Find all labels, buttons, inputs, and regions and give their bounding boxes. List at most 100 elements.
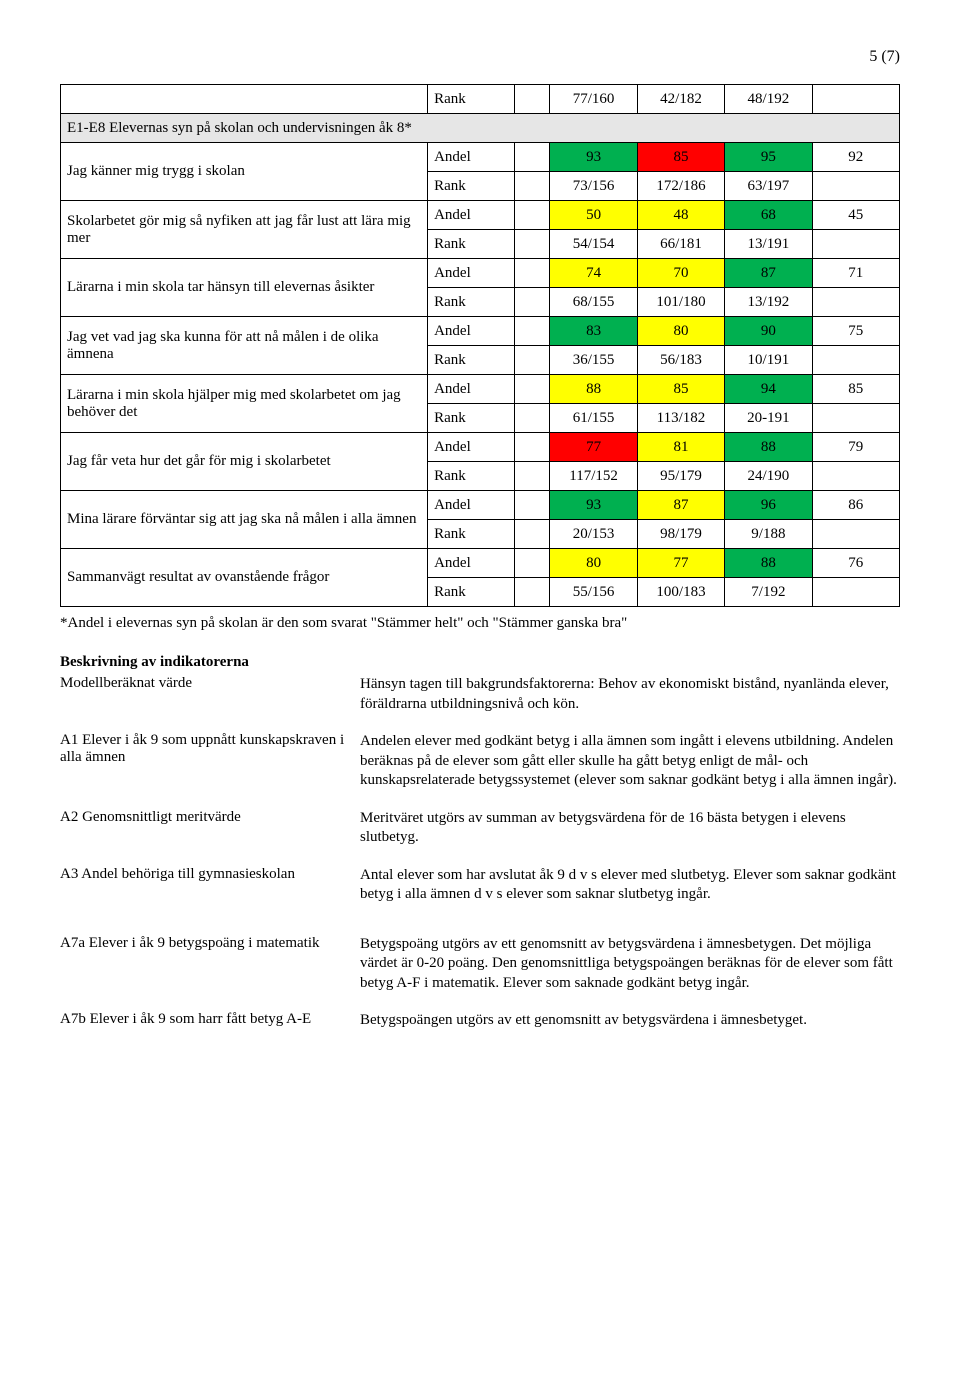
description-term: Modellberäknat värde bbox=[60, 675, 350, 692]
metric-andel: Andel bbox=[428, 143, 515, 172]
metric-andel: Andel bbox=[428, 491, 515, 520]
rank-cell: 20/153 bbox=[550, 520, 637, 549]
metric-andel: Andel bbox=[428, 317, 515, 346]
description-term: A1 Elever i åk 9 som uppnått kunskapskra… bbox=[60, 732, 350, 766]
metric-rank: Rank bbox=[428, 172, 515, 201]
rank-cell: 66/181 bbox=[637, 230, 724, 259]
metric-andel: Andel bbox=[428, 375, 515, 404]
row-label: Jag vet vad jag ska kunna för att nå mål… bbox=[61, 317, 428, 375]
andel-cell: 71 bbox=[812, 259, 899, 288]
metric-rank: Rank bbox=[428, 230, 515, 259]
andel-cell: 90 bbox=[725, 317, 812, 346]
table-row: Skolarbetet gör mig så nyfiken att jag f… bbox=[61, 201, 900, 230]
row-label: Jag känner mig trygg i skolan bbox=[61, 143, 428, 201]
indicator-table: Rank77/16042/18248/192E1-E8 Elevernas sy… bbox=[60, 84, 900, 607]
metric-rank: Rank bbox=[428, 462, 515, 491]
andel-cell: 87 bbox=[637, 491, 724, 520]
rank-cell bbox=[812, 172, 899, 201]
description-definition: Betygspoäng utgörs av ett genomsnitt av … bbox=[360, 935, 900, 994]
table-row: Jag känner mig trygg i skolanAndel938595… bbox=[61, 143, 900, 172]
rank-cell: 117/152 bbox=[550, 462, 637, 491]
row-label: Lärarna i min skola tar hänsyn till elev… bbox=[61, 259, 428, 317]
rank-cell bbox=[812, 578, 899, 607]
andel-cell: 79 bbox=[812, 433, 899, 462]
andel-cell: 86 bbox=[812, 491, 899, 520]
rank-cell bbox=[812, 462, 899, 491]
table-row: Jag vet vad jag ska kunna för att nå mål… bbox=[61, 317, 900, 346]
andel-cell: 88 bbox=[550, 375, 637, 404]
row-label: Jag får veta hur det går för mig i skola… bbox=[61, 433, 428, 491]
andel-cell: 83 bbox=[550, 317, 637, 346]
description-definition: Betygspoängen utgörs av ett genomsnitt a… bbox=[360, 1011, 900, 1031]
description-term: A2 Genomsnittligt meritvärde bbox=[60, 809, 350, 826]
rank-cell: 36/155 bbox=[550, 346, 637, 375]
section-row: E1-E8 Elevernas syn på skolan och underv… bbox=[61, 114, 900, 143]
row-label: Sammanvägt resultat av ovanstående frågo… bbox=[61, 549, 428, 607]
description-definition: Hänsyn tagen till bakgrundsfaktorerna: B… bbox=[360, 675, 900, 714]
table-row: Lärarna i min skola hjälper mig med skol… bbox=[61, 375, 900, 404]
metric-rank: Rank bbox=[428, 85, 515, 114]
table-row: Mina lärare förväntar sig att jag ska nå… bbox=[61, 491, 900, 520]
rank-cell: 55/156 bbox=[550, 578, 637, 607]
rank-cell: 63/197 bbox=[725, 172, 812, 201]
description-definition: Meritväret utgörs av summan av betygsvär… bbox=[360, 809, 900, 848]
metric-rank: Rank bbox=[428, 288, 515, 317]
row-label: Mina lärare förväntar sig att jag ska nå… bbox=[61, 491, 428, 549]
rank-cell: 24/190 bbox=[725, 462, 812, 491]
metric-rank: Rank bbox=[428, 404, 515, 433]
descriptions-list: Modellberäknat värde Hänsyn tagen till ba… bbox=[60, 675, 900, 1031]
description-item: A7a Elever i åk 9 betygspoäng i matemati… bbox=[60, 935, 900, 994]
description-term: A7b Elever i åk 9 som harr fått betyg A-… bbox=[60, 1011, 350, 1028]
description-item: A1 Elever i åk 9 som uppnått kunskapskra… bbox=[60, 732, 900, 791]
rank-cell: 113/182 bbox=[637, 404, 724, 433]
andel-cell: 80 bbox=[550, 549, 637, 578]
row-label: Lärarna i min skola hjälper mig med skol… bbox=[61, 375, 428, 433]
metric-andel: Andel bbox=[428, 549, 515, 578]
descriptions-heading: Beskrivning av indikatorerna bbox=[60, 654, 900, 671]
rank-cell: 68/155 bbox=[550, 288, 637, 317]
rank-cell: 7/192 bbox=[725, 578, 812, 607]
rank-cell: 56/183 bbox=[637, 346, 724, 375]
andel-cell: 45 bbox=[812, 201, 899, 230]
description-item: Modellberäknat värde Hänsyn tagen till ba… bbox=[60, 675, 900, 714]
metric-andel: Andel bbox=[428, 259, 515, 288]
table-row: Lärarna i min skola tar hänsyn till elev… bbox=[61, 259, 900, 288]
rank-cell bbox=[812, 288, 899, 317]
andel-cell: 77 bbox=[550, 433, 637, 462]
table-footnote: *Andel i elevernas syn på skolan är den … bbox=[60, 615, 900, 632]
rank-cell bbox=[812, 404, 899, 433]
rank-cell bbox=[812, 520, 899, 549]
description-term: A3 Andel behöriga till gymnasieskolan bbox=[60, 866, 350, 883]
andel-cell: 70 bbox=[637, 259, 724, 288]
description-item: A2 Genomsnittligt meritvärde Meritväret u… bbox=[60, 809, 900, 848]
andel-cell: 50 bbox=[550, 201, 637, 230]
andel-cell: 48 bbox=[637, 201, 724, 230]
description-definition: Andelen elever med godkänt betyg i alla … bbox=[360, 732, 900, 791]
andel-cell: 87 bbox=[725, 259, 812, 288]
andel-cell: 85 bbox=[637, 143, 724, 172]
andel-cell: 81 bbox=[637, 433, 724, 462]
rank-cell bbox=[812, 230, 899, 259]
metric-andel: Andel bbox=[428, 433, 515, 462]
rank-cell: 13/191 bbox=[725, 230, 812, 259]
rank-cell: 54/154 bbox=[550, 230, 637, 259]
andel-cell: 76 bbox=[812, 549, 899, 578]
table-row: Sammanvägt resultat av ovanstående frågo… bbox=[61, 549, 900, 578]
rank-cell: 172/186 bbox=[637, 172, 724, 201]
andel-cell: 85 bbox=[637, 375, 724, 404]
rank-cell: 101/180 bbox=[637, 288, 724, 317]
andel-cell: 75 bbox=[812, 317, 899, 346]
rank-cell: 20-191 bbox=[725, 404, 812, 433]
description-definition: Antal elever som har avslutat åk 9 d v s… bbox=[360, 866, 900, 905]
rank-cell: 98/179 bbox=[637, 520, 724, 549]
description-item: A7b Elever i åk 9 som harr fått betyg A-… bbox=[60, 1011, 900, 1031]
metric-rank: Rank bbox=[428, 346, 515, 375]
andel-cell: 92 bbox=[812, 143, 899, 172]
table-row: Rank77/16042/18248/192 bbox=[61, 85, 900, 114]
description-item: A3 Andel behöriga till gymnasieskolan Ant… bbox=[60, 866, 900, 905]
metric-andel: Andel bbox=[428, 201, 515, 230]
rank-cell bbox=[812, 346, 899, 375]
rank-cell: 100/183 bbox=[637, 578, 724, 607]
andel-cell: 85 bbox=[812, 375, 899, 404]
andel-cell: 68 bbox=[725, 201, 812, 230]
